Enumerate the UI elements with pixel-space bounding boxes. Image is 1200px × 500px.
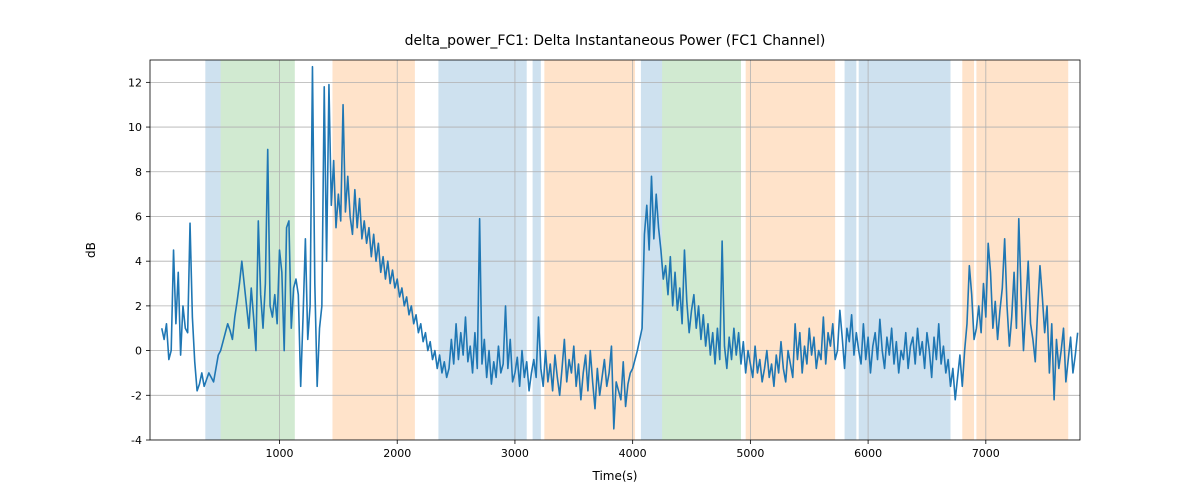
y-tick-label: -4	[131, 434, 142, 447]
region-band	[438, 60, 526, 440]
region-band	[845, 60, 857, 440]
x-ticks: 1000 2000 3000 4000 5000 6000 7000	[265, 440, 999, 460]
y-ticks: -4 -2 0 2 4 6 8 10 12	[128, 76, 150, 447]
region-band	[533, 60, 541, 440]
x-tick-label: 5000	[736, 447, 764, 460]
y-tick-label: 12	[128, 76, 142, 89]
x-tick-label: 3000	[501, 447, 529, 460]
x-tick-label: 2000	[383, 447, 411, 460]
y-tick-label: 0	[135, 345, 142, 358]
y-axis-label: dB	[84, 242, 98, 258]
y-tick-label: 4	[135, 255, 142, 268]
chart-svg: delta_power_FC1: Delta Instantaneous Pow…	[0, 0, 1200, 500]
y-tick-label: 8	[135, 166, 142, 179]
y-tick-label: 10	[128, 121, 142, 134]
background-regions	[205, 60, 1068, 440]
y-tick-label: -2	[131, 389, 142, 402]
x-tick-label: 4000	[619, 447, 647, 460]
x-tick-label: 1000	[265, 447, 293, 460]
y-tick-label: 2	[135, 300, 142, 313]
chart-container: delta_power_FC1: Delta Instantaneous Pow…	[0, 0, 1200, 500]
region-band	[662, 60, 741, 440]
chart-title: delta_power_FC1: Delta Instantaneous Pow…	[405, 33, 826, 49]
x-axis-label: Time(s)	[592, 469, 638, 483]
y-tick-label: 6	[135, 210, 142, 223]
x-tick-label: 7000	[972, 447, 1000, 460]
region-band	[332, 60, 414, 440]
region-band	[859, 60, 951, 440]
region-band	[746, 60, 835, 440]
x-tick-label: 6000	[854, 447, 882, 460]
region-band	[962, 60, 974, 440]
region-band	[205, 60, 220, 440]
